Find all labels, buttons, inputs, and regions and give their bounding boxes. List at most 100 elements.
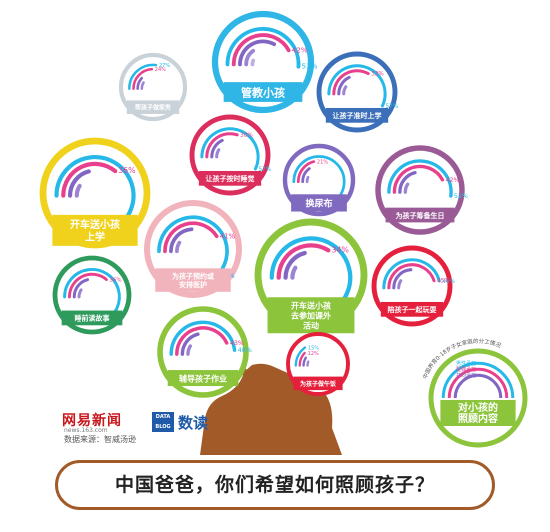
page-title: 中国爸爸，你们希望如何照顾孩子？	[55, 460, 495, 510]
circle-6-arc-2	[296, 160, 316, 184]
circle-5-value-2: 36%	[118, 166, 135, 175]
circle-3-value-2: 33%	[371, 72, 384, 78]
circle-3-arc-2	[332, 69, 370, 96]
circle-9-label: 去参加课外	[291, 310, 331, 320]
circle-7-arc-3	[398, 170, 417, 194]
circle-2-label: 帮孩子做家务	[135, 104, 172, 112]
circle-10-arc-1	[63, 267, 121, 324]
circle-11-arc-4	[397, 279, 403, 290]
circle-9-label: 活动	[303, 320, 319, 330]
circle-4-value-2: 30%	[240, 133, 253, 139]
circle-9-arc-3	[283, 250, 307, 280]
legend-label-2: 配偶承担	[456, 366, 476, 373]
circle-6-arc-3	[301, 167, 311, 184]
circle-10-label-band	[61, 310, 123, 326]
circle-4-label: 让孩子按时睡觉	[206, 174, 255, 183]
circle-4-arc-1	[200, 127, 260, 171]
legend-ring	[428, 348, 528, 448]
legend-label-1: 男性承担	[456, 360, 476, 367]
circle-2-arc-3	[136, 76, 144, 90]
circle-11-arc-2	[387, 263, 436, 290]
circle-5-arc-2	[61, 161, 118, 198]
circle-2-arc-1	[128, 63, 158, 90]
circle-7-label: 为孩子筹备生日	[396, 211, 445, 220]
circle-10-arc-3	[72, 278, 90, 299]
circle-2-label-band	[126, 100, 180, 114]
circle-8-arc-4	[175, 240, 182, 254]
circle-7-arc-4	[403, 182, 410, 194]
circle-9-label: 开车送小孩	[291, 300, 331, 310]
circle-5-arc-3	[67, 169, 91, 198]
circle-8-label-band	[155, 268, 231, 292]
legend-label-3: 共同承担	[456, 372, 476, 379]
circle-7-value-1: 52%	[454, 193, 468, 200]
circle-11-arc-3	[392, 268, 413, 290]
circle-4-arc-3	[210, 138, 224, 159]
circle-5-arc-1	[54, 155, 136, 232]
circle-12-arc-3	[180, 332, 200, 356]
circle-13-value-2: 12%	[308, 351, 319, 357]
circle-1-value-2: 42%	[292, 45, 308, 54]
circle-2-arc-2	[132, 67, 154, 90]
circle-9-value-2: 34%	[331, 245, 349, 254]
circle-8-arc-1	[157, 215, 229, 278]
circle-12-arc-1	[169, 320, 237, 356]
circle-7-arc-2	[392, 164, 445, 194]
circle-3-arc-4	[342, 85, 348, 96]
circle-10-label: 睡前读故事	[75, 314, 110, 323]
circle-1-arc-3	[238, 39, 277, 67]
circle-1-arc-4	[244, 48, 256, 67]
legend-arc-1	[441, 361, 515, 399]
netease-url: news.163.com	[64, 427, 108, 434]
circle-8-arc-3	[169, 227, 194, 254]
circle-4-label-band	[198, 170, 262, 186]
circle-2-value-2: 24%	[155, 67, 166, 73]
circle-6-label: 换尿布	[305, 198, 332, 210]
circle-1-label: 管教小孩	[241, 85, 285, 99]
shudu-logo: 数读	[178, 414, 209, 432]
circle-1-arc-2	[231, 33, 291, 67]
circle-13-label: 为孩子做午饭	[300, 380, 336, 388]
circle-3-value-1: 57%	[385, 104, 398, 110]
circle-11-label: 陪孩子一起玩耍	[388, 305, 437, 314]
circle-10-value-2: 36%	[109, 277, 121, 283]
circle-12-value-1: 48%	[238, 346, 252, 354]
data-source: 数据来源：智威汤逊	[64, 435, 136, 444]
legend-arc-2	[447, 367, 509, 399]
circle-1-arc-5	[250, 58, 256, 67]
circle-5-arc-4	[74, 183, 82, 198]
circle-3-arc-3	[337, 75, 351, 96]
circle-6-arc-4	[305, 175, 310, 184]
circle-12-arc-4	[186, 344, 193, 356]
circle-11-value-2: 45%	[437, 279, 450, 285]
circle-12-label: 辅导孩子作业	[179, 373, 227, 383]
circle-2-value-1: 27%	[159, 63, 170, 69]
circle-7-label-band	[385, 207, 455, 223]
legend-arc-3	[453, 373, 503, 399]
circle-11-label-band	[380, 301, 444, 317]
circle-5-label: 上学	[85, 231, 105, 244]
circle-11-value-1: 46%	[442, 279, 455, 285]
circle-13-label-band	[293, 376, 343, 391]
circle-12-value-2: 43%	[230, 339, 244, 347]
circle-12-label-band	[167, 370, 239, 387]
circle-8-label: 为孩子预约或	[172, 271, 214, 280]
circle-9-arc-1	[269, 236, 353, 316]
circle-10-arc-4	[77, 288, 83, 299]
circle-6-label-band	[291, 194, 347, 212]
circle-2-arc-4	[140, 81, 145, 90]
circle-3-label: 让孩子准时上学	[333, 111, 382, 120]
circle-7-arc-1	[387, 159, 453, 198]
datablog-logo: DATA BLOG	[152, 412, 174, 432]
circle-3-label-band	[325, 107, 389, 123]
legend-title-band	[440, 400, 516, 426]
circle-9-arc-2	[276, 243, 331, 280]
circle-5-label-band	[52, 214, 138, 246]
circle-1-value-1: 51%	[301, 62, 317, 71]
netease-logo: 网易新闻	[62, 413, 122, 429]
circle-13-arc-1	[294, 346, 307, 367]
circle-13-arc-4	[306, 360, 310, 367]
circle-8-value-2: 41%	[220, 232, 236, 240]
